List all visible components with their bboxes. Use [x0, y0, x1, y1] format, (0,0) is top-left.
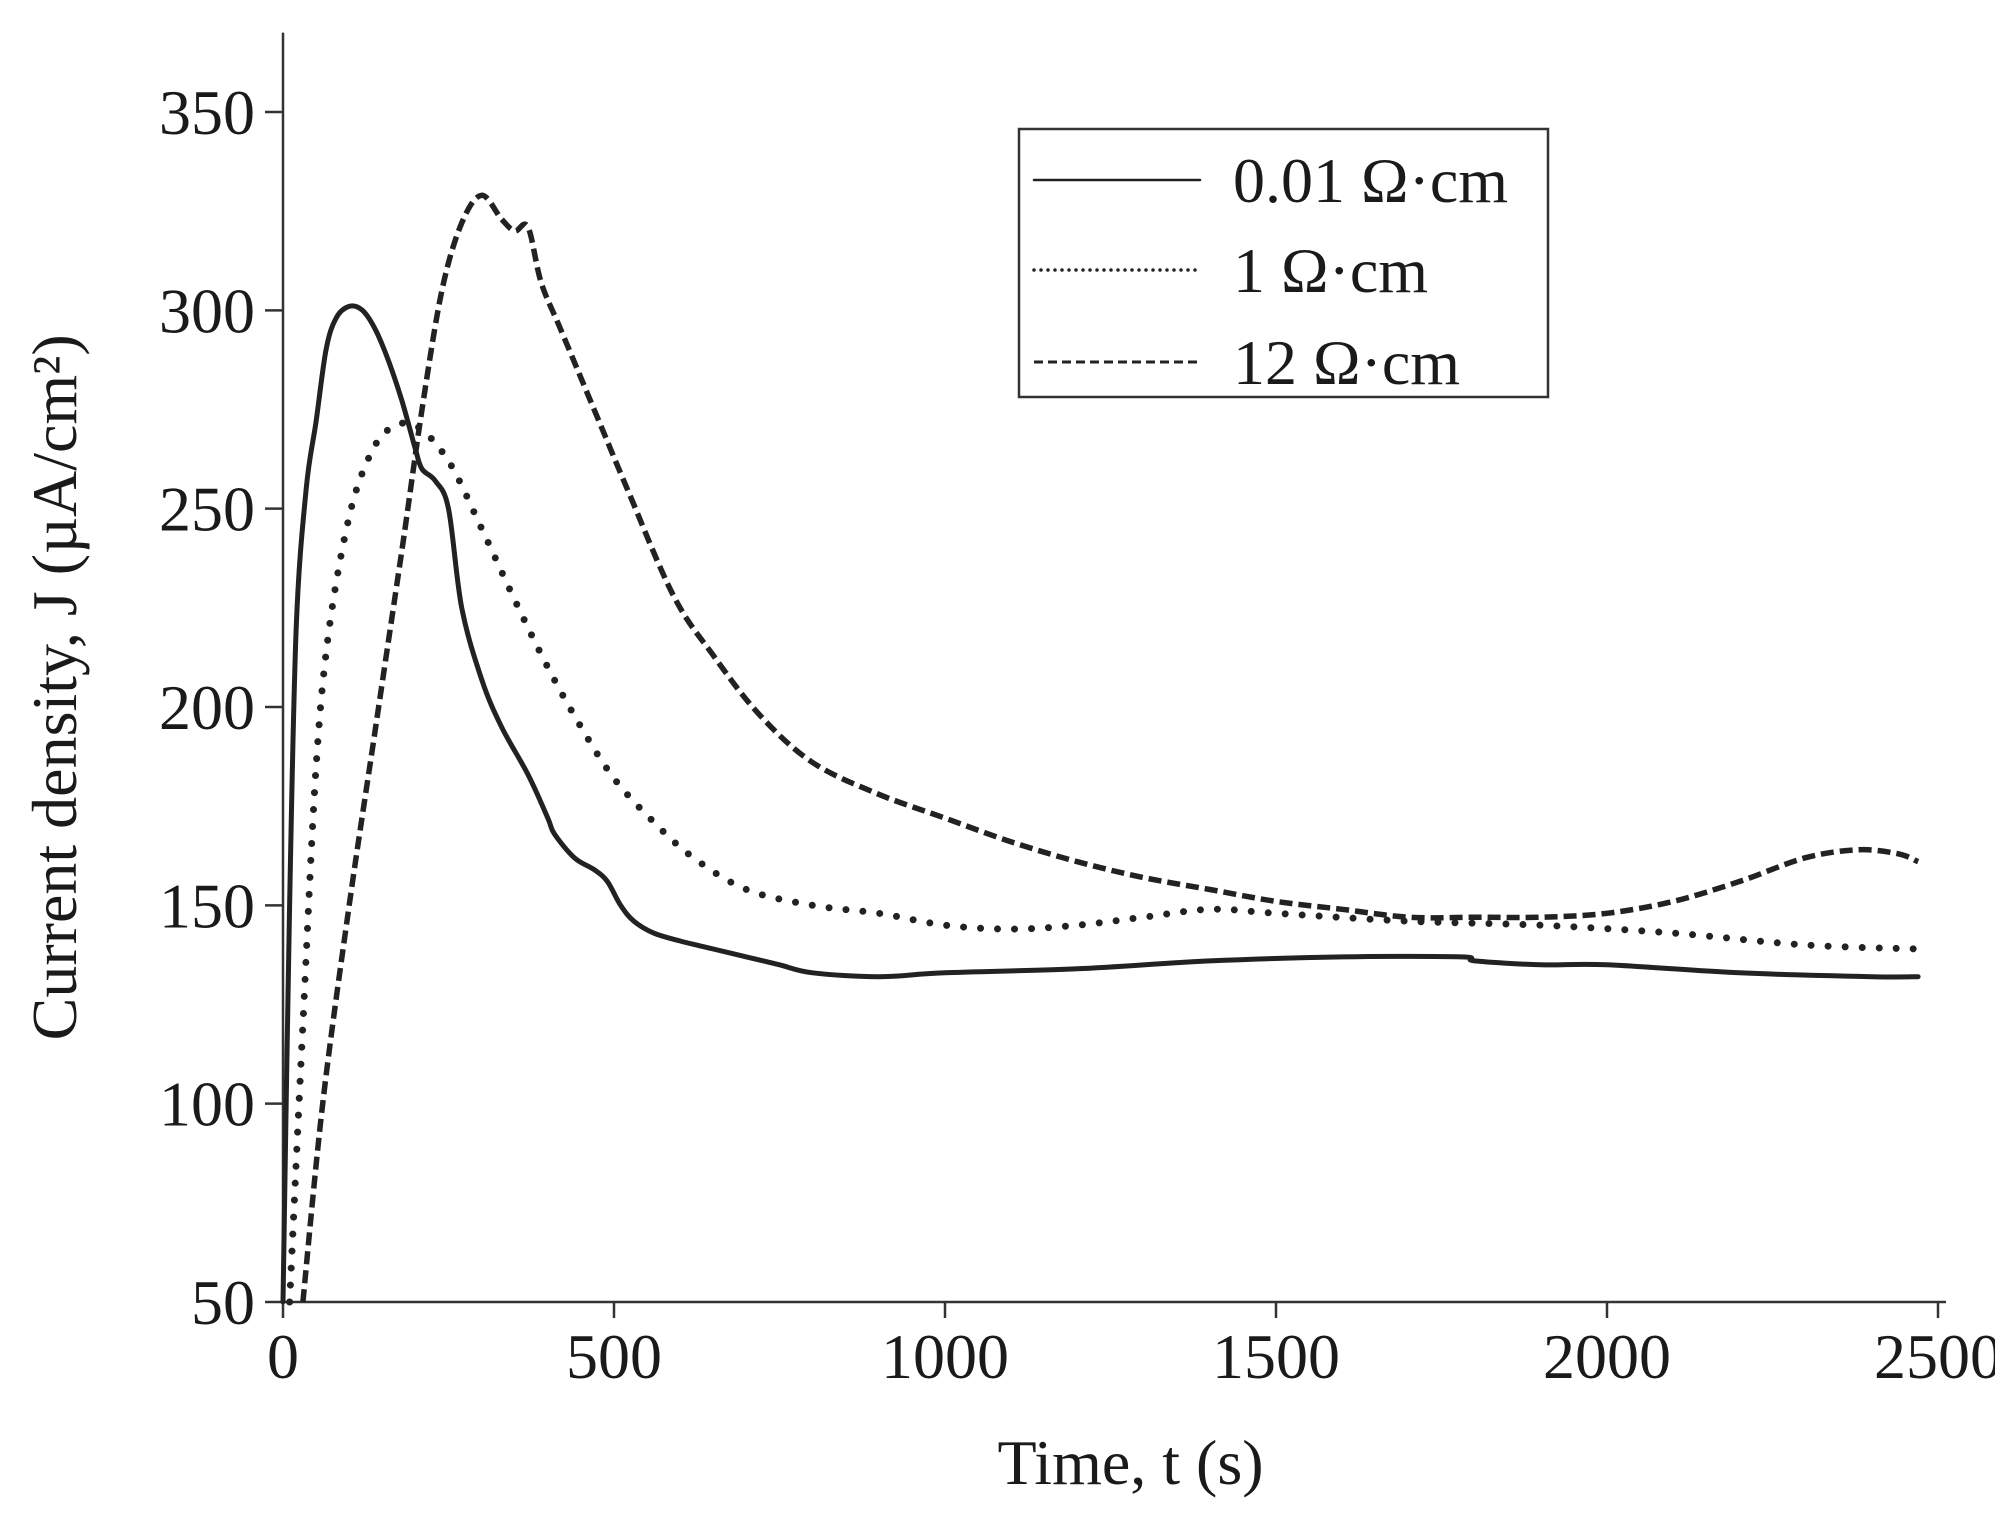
y-tick-label: 250: [159, 474, 255, 545]
series-line-3: [300, 192, 1920, 1303]
y-axis-title: Current density, J (µA/cm²): [19, 334, 90, 1040]
x-tick-label: 1500: [1212, 1321, 1340, 1392]
legend-label-2: 1 Ω·cm: [1233, 235, 1428, 306]
x-tick-label: 500: [566, 1321, 662, 1392]
x-tick-label: 1000: [881, 1321, 1009, 1392]
legend-label-1: 0.01 Ω·cm: [1233, 145, 1508, 216]
y-tick-label: 350: [159, 77, 255, 148]
axes: 50 100 150 200 250 300 350 0 500 1000 1500 2000 2500…: [19, 32, 1995, 1498]
y-tick-label: 300: [159, 275, 255, 346]
series-line-2: [286, 419, 1922, 1306]
legend: 0.01 Ω·cm 1 Ω·cm 12 Ω·cm: [1017, 127, 1550, 399]
y-tick-label: 100: [159, 1069, 255, 1140]
y-tick-label: 200: [159, 672, 255, 743]
y-tick-label: 50: [191, 1267, 255, 1338]
data-series: [280, 192, 1922, 1306]
x-axis-title: Time, t (s): [997, 1427, 1263, 1498]
series-line-1: [280, 303, 1921, 1305]
legend-label-3: 12 Ω·cm: [1233, 327, 1460, 398]
x-tick-label: 2000: [1543, 1321, 1671, 1392]
x-tick-label: 0: [267, 1321, 299, 1392]
x-tick-label: 2500: [1874, 1321, 1995, 1392]
legend-box: [1017, 127, 1550, 399]
y-tick-label: 150: [159, 870, 255, 941]
